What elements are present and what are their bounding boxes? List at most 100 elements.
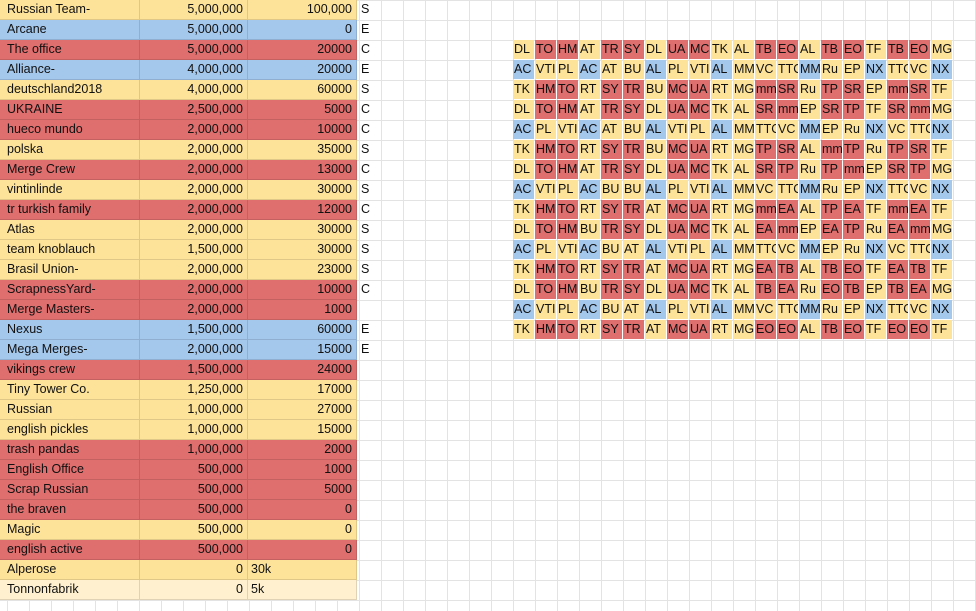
schedule-cell[interactable]: TB <box>821 260 842 279</box>
schedule-cell[interactable]: HM <box>535 260 556 279</box>
schedule-cell[interactable]: SR <box>755 100 776 119</box>
schedule-cell[interactable]: HM <box>557 160 578 179</box>
schedule-cell[interactable]: PL <box>667 180 688 199</box>
schedule-cell[interactable]: AT <box>645 260 666 279</box>
schedule-cell[interactable]: TR <box>623 200 644 219</box>
schedule-cell[interactable]: TO <box>557 260 578 279</box>
schedule-cell[interactable]: MM <box>733 60 754 79</box>
amount-cell[interactable]: 2,000,000 <box>140 260 248 280</box>
tag-cell[interactable]: S <box>361 2 370 16</box>
schedule-cell[interactable]: SY <box>601 140 622 159</box>
schedule-cell[interactable]: UA <box>667 100 688 119</box>
schedule-cell[interactable]: MC <box>667 320 688 339</box>
schedule-cell[interactable]: AL <box>733 160 754 179</box>
team-name-cell[interactable]: Atlas <box>0 220 140 240</box>
schedule-cell[interactable]: RT <box>711 260 732 279</box>
schedule-cell[interactable]: AC <box>513 300 534 319</box>
target-cell[interactable]: 30000 <box>248 240 357 260</box>
schedule-cell[interactable]: EA <box>887 220 908 239</box>
schedule-cell[interactable]: TO <box>535 100 556 119</box>
schedule-cell[interactable]: RT <box>579 200 600 219</box>
schedule-cell[interactable]: NX <box>865 120 886 139</box>
schedule-cell[interactable]: MM <box>799 300 820 319</box>
schedule-cell[interactable]: EA <box>887 260 908 279</box>
amount-cell[interactable]: 2,000,000 <box>140 120 248 140</box>
schedule-cell[interactable]: SR <box>909 80 930 99</box>
schedule-cell[interactable]: NX <box>931 180 952 199</box>
schedule-cell[interactable]: NX <box>931 60 952 79</box>
schedule-cell[interactable]: BU <box>645 80 666 99</box>
schedule-cell[interactable]: RT <box>711 80 732 99</box>
schedule-cell[interactable]: TTC <box>777 60 798 79</box>
schedule-cell[interactable]: SY <box>623 160 644 179</box>
amount-cell[interactable]: 0 <box>140 580 248 600</box>
target-cell[interactable]: 60000 <box>248 80 357 100</box>
schedule-cell[interactable]: MG <box>931 160 952 179</box>
schedule-cell[interactable]: EP <box>843 300 864 319</box>
amount-cell[interactable]: 1,000,000 <box>140 440 248 460</box>
schedule-cell[interactable]: DL <box>645 280 666 299</box>
schedule-cell[interactable]: EA <box>909 280 930 299</box>
schedule-cell[interactable]: SR <box>887 100 908 119</box>
schedule-cell[interactable]: RT <box>579 320 600 339</box>
target-cell[interactable]: 13000 <box>248 160 357 180</box>
schedule-cell[interactable]: MC <box>667 80 688 99</box>
schedule-cell[interactable]: EA <box>821 220 842 239</box>
schedule-cell[interactable]: mm <box>887 80 908 99</box>
schedule-cell[interactable]: DL <box>645 100 666 119</box>
schedule-cell[interactable]: DL <box>645 220 666 239</box>
schedule-cell[interactable]: PL <box>557 60 578 79</box>
amount-cell[interactable]: 2,000,000 <box>140 300 248 320</box>
schedule-cell[interactable]: VC <box>755 300 776 319</box>
schedule-cell[interactable]: AL <box>645 240 666 259</box>
team-name-cell[interactable]: tr turkish family <box>0 200 140 220</box>
schedule-cell[interactable]: TB <box>777 260 798 279</box>
schedule-cell[interactable]: BU <box>601 240 622 259</box>
team-name-cell[interactable]: the braven <box>0 500 140 520</box>
tag-cell[interactable]: S <box>361 142 370 156</box>
target-cell[interactable]: 100,000 <box>248 0 357 20</box>
schedule-cell[interactable]: VTI <box>535 180 556 199</box>
schedule-cell[interactable]: MG <box>931 40 952 59</box>
schedule-cell[interactable]: MM <box>733 240 754 259</box>
team-name-cell[interactable]: vikings crew <box>0 360 140 380</box>
schedule-cell[interactable]: PL <box>689 240 710 259</box>
schedule-cell[interactable]: TTC <box>909 240 930 259</box>
schedule-cell[interactable]: MM <box>733 180 754 199</box>
tag-cell[interactable]: S <box>361 82 370 96</box>
schedule-cell[interactable]: AC <box>579 120 600 139</box>
team-name-cell[interactable]: Russian Team- <box>0 0 140 20</box>
schedule-cell[interactable]: DL <box>513 220 534 239</box>
schedule-cell[interactable]: mm <box>821 140 842 159</box>
schedule-cell[interactable]: NX <box>865 60 886 79</box>
schedule-cell[interactable]: BU <box>601 180 622 199</box>
schedule-cell[interactable]: AL <box>645 180 666 199</box>
schedule-cell[interactable]: AL <box>711 300 732 319</box>
schedule-cell[interactable]: TK <box>711 40 732 59</box>
schedule-cell[interactable]: AT <box>623 300 644 319</box>
team-name-cell[interactable]: team knoblauch <box>0 240 140 260</box>
schedule-cell[interactable]: SR <box>843 80 864 99</box>
target-cell[interactable]: 17000 <box>248 380 357 400</box>
tag-cell[interactable]: C <box>361 282 371 296</box>
schedule-cell[interactable]: MG <box>733 320 754 339</box>
schedule-cell[interactable]: TF <box>931 140 952 159</box>
schedule-cell[interactable]: AL <box>711 180 732 199</box>
team-name-cell[interactable]: Tiny Tower Co. <box>0 380 140 400</box>
team-name-cell[interactable]: Russian <box>0 400 140 420</box>
schedule-cell[interactable]: DL <box>645 160 666 179</box>
schedule-cell[interactable]: BU <box>623 60 644 79</box>
amount-cell[interactable]: 2,000,000 <box>140 140 248 160</box>
schedule-cell[interactable]: TP <box>909 160 930 179</box>
schedule-cell[interactable]: EP <box>865 80 886 99</box>
schedule-cell[interactable]: MM <box>799 60 820 79</box>
target-cell[interactable]: 35000 <box>248 140 357 160</box>
team-name-cell[interactable]: deutschland2018 <box>0 80 140 100</box>
schedule-cell[interactable]: TB <box>887 40 908 59</box>
team-name-cell[interactable]: The office <box>0 40 140 60</box>
schedule-cell[interactable]: MM <box>799 180 820 199</box>
schedule-cell[interactable]: Ru <box>821 60 842 79</box>
schedule-cell[interactable]: AT <box>601 120 622 139</box>
schedule-cell[interactable]: NX <box>931 300 952 319</box>
schedule-cell[interactable]: mm <box>755 80 776 99</box>
